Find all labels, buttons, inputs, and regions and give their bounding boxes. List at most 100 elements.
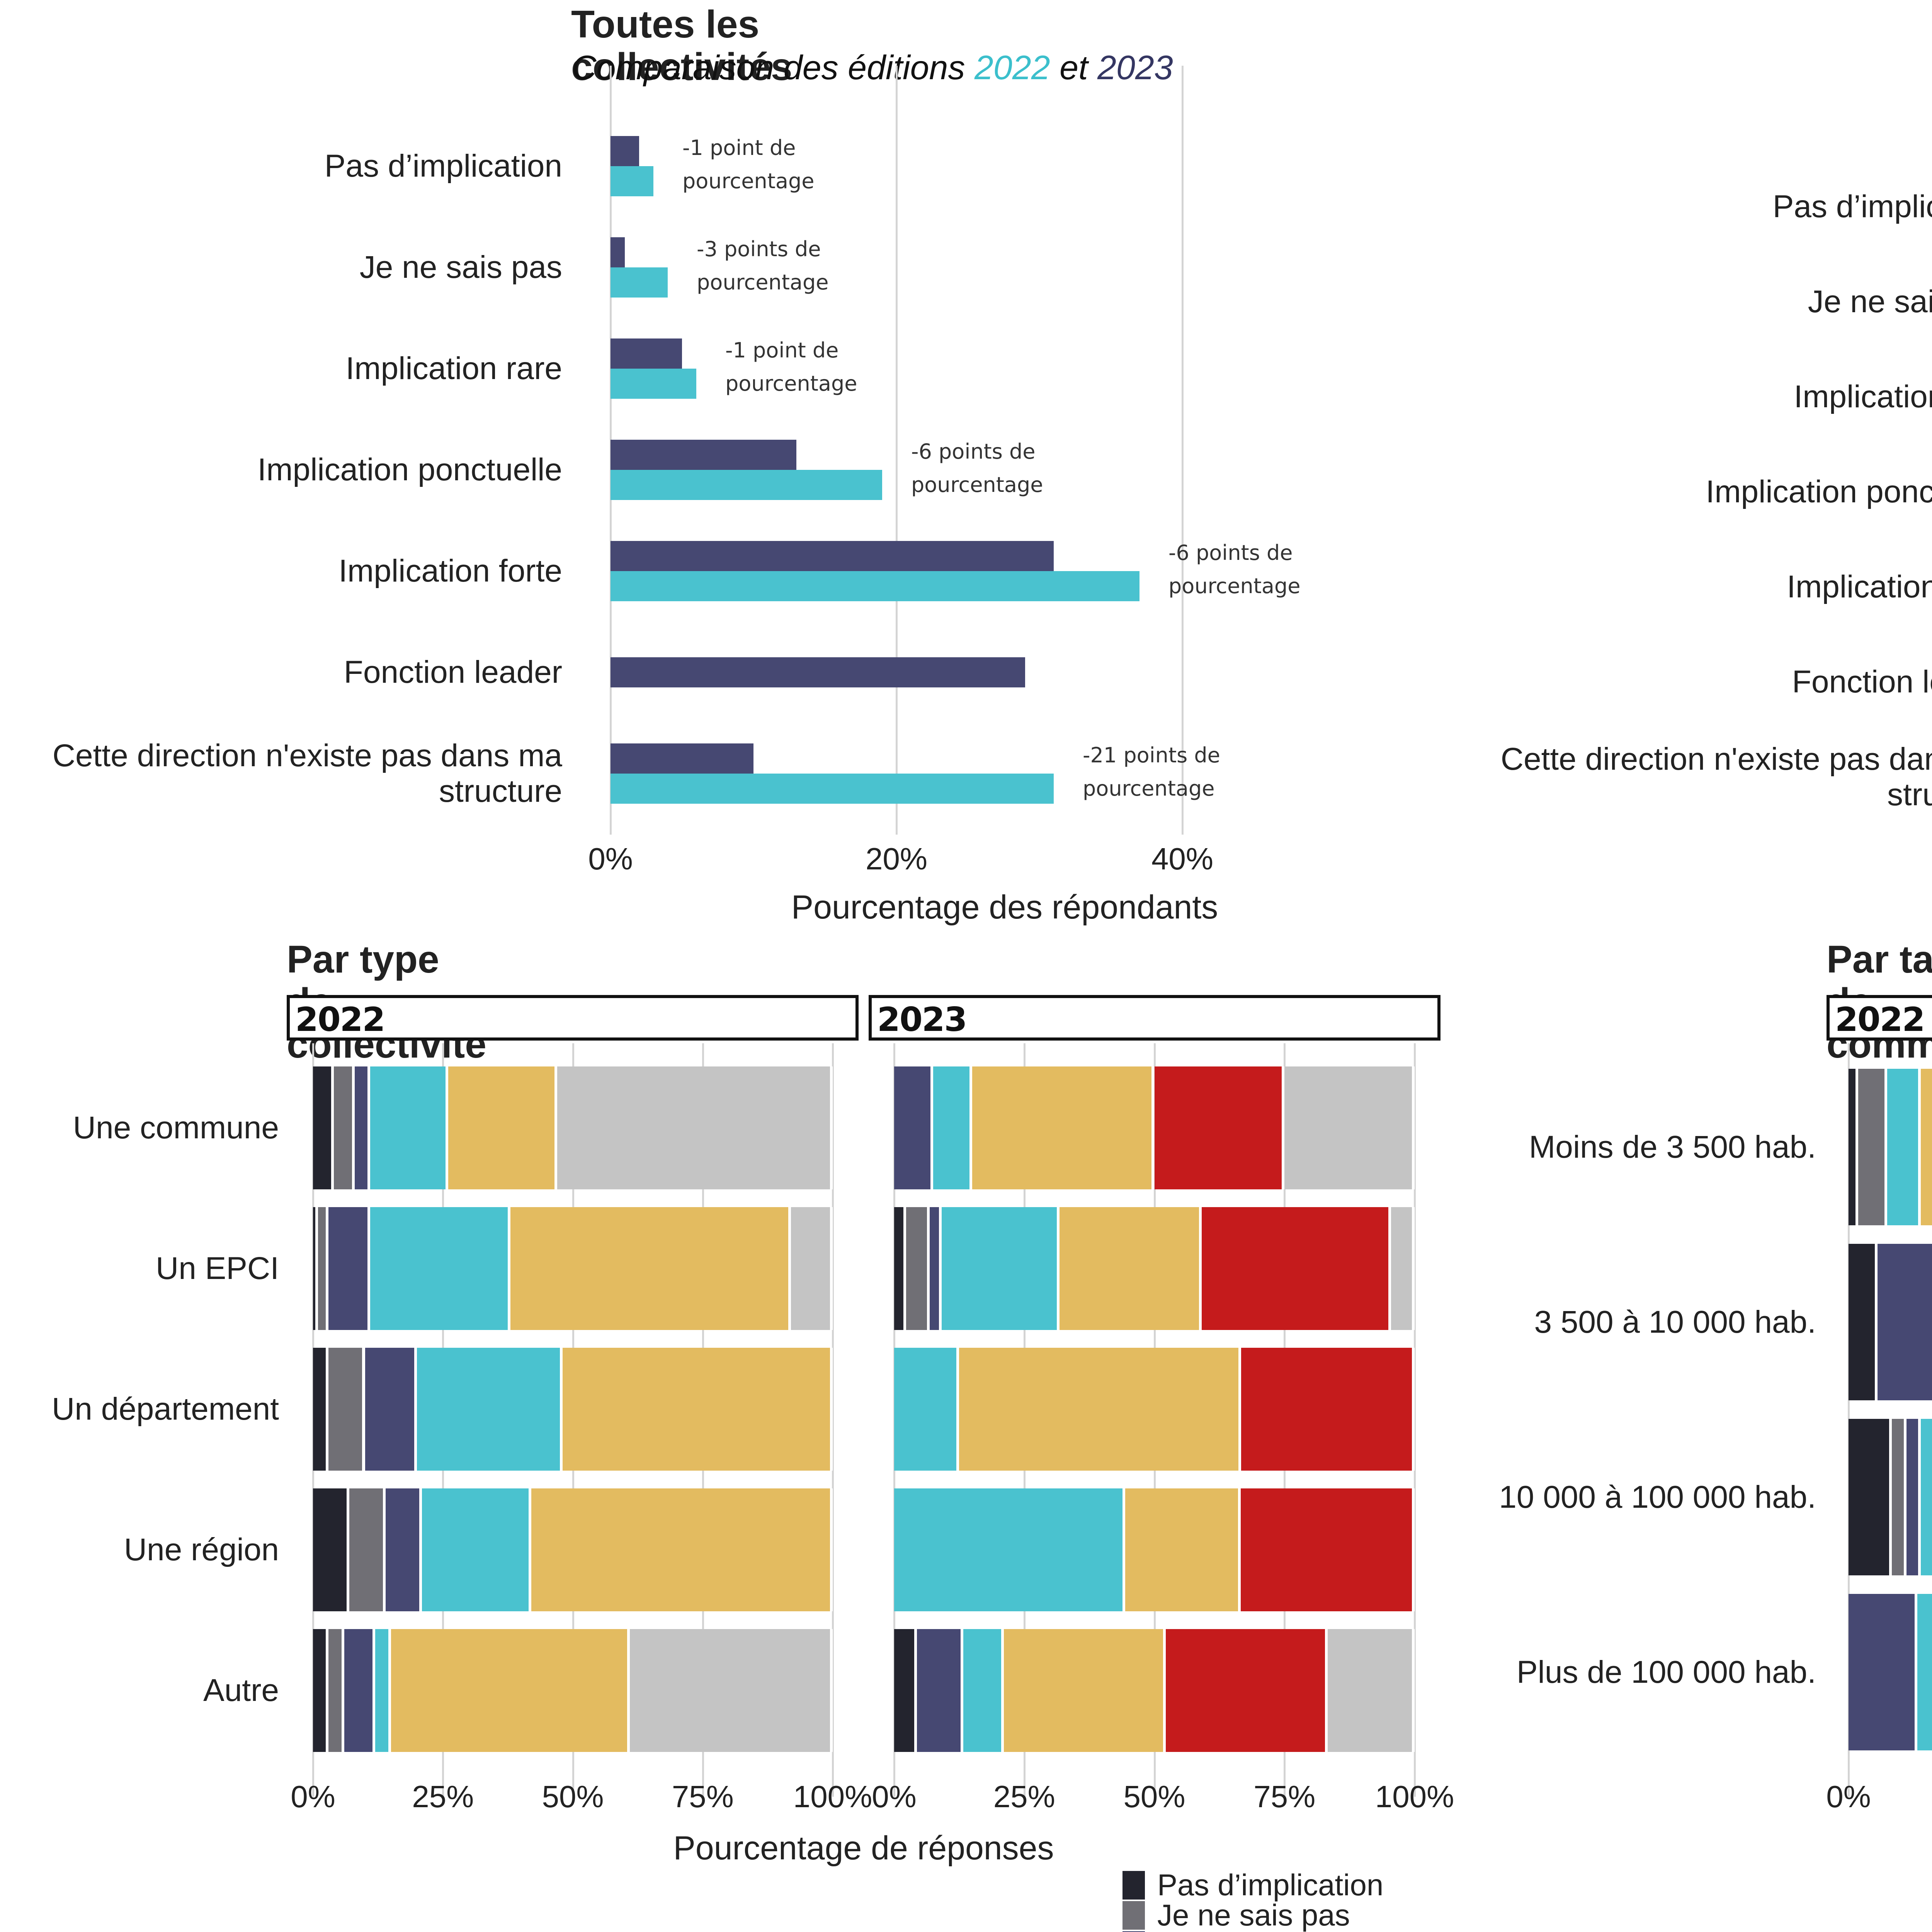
segment-je-ne-sais-pas xyxy=(1892,1419,1906,1575)
segment-implication-forte xyxy=(510,1207,791,1330)
segment-je-ne-sais-pas xyxy=(906,1207,930,1330)
segment-implication-ponctuelle xyxy=(963,1629,1004,1752)
x-tick-label: 0% xyxy=(872,1779,917,1814)
bar-annotation-line-1: -1 point de xyxy=(725,338,839,362)
x-axis-title: Pourcentage des répondants xyxy=(791,889,1218,926)
segment-implication-forte xyxy=(448,1066,558,1189)
y-axis-label: Moins de 3 500 hab. xyxy=(1529,1129,1816,1165)
bar-2023 xyxy=(611,338,682,369)
segment-cette-direction xyxy=(557,1066,833,1189)
segment-implication-forte xyxy=(959,1348,1242,1471)
x-tick-label: 40% xyxy=(1151,842,1214,876)
y-axis-label: Autre xyxy=(203,1673,279,1708)
y-axis-label: 3 500 à 10 000 hab. xyxy=(1534,1304,1816,1340)
segment-implication-forte xyxy=(562,1348,833,1471)
segment-pas-implication xyxy=(1849,1419,1892,1575)
segment-implication-rare xyxy=(917,1629,964,1752)
legend-swatch xyxy=(1122,1901,1145,1930)
facet-label: 2022 xyxy=(1835,1000,1925,1039)
segment-implication-forte xyxy=(1004,1629,1166,1752)
subtitle-prefix: Comparaison des éditions xyxy=(572,48,975,87)
segment-implication-ponctuelle xyxy=(417,1348,563,1471)
x-tick-label: 75% xyxy=(1253,1779,1316,1814)
bar-annotation-line-1: -3 points de xyxy=(697,237,821,261)
bar-annotation-line-2: pourcentage xyxy=(682,169,815,193)
y-axis-label: Je ne sais pas xyxy=(1808,284,1932,319)
bar-annotation-line-1: -21 points de xyxy=(1083,743,1220,767)
bar-2023 xyxy=(611,440,796,470)
y-axis-label: Plus de 100 000 hab. xyxy=(1516,1654,1816,1690)
segment-implication-ponctuelle xyxy=(422,1488,531,1611)
bar-annotation-line-2: pourcentage xyxy=(1083,776,1215,801)
segment-je-ne-sais-pas xyxy=(328,1629,344,1752)
segment-fonction-leader xyxy=(1202,1207,1391,1330)
y-axis-label: Cette direction n'existe pas dans ma str… xyxy=(52,738,562,809)
x-tick-label: 20% xyxy=(865,842,928,876)
segment-implication-rare xyxy=(328,1207,370,1330)
facet-label: 2023 xyxy=(877,1000,967,1039)
bar-2023 xyxy=(611,657,1025,687)
legend-label: Implication rare xyxy=(1157,1928,1363,1932)
y-axis-label: Je ne sais pas xyxy=(359,250,562,285)
x-tick-label: 25% xyxy=(993,1779,1055,1814)
x-tick-label: 100% xyxy=(793,1779,872,1814)
y-axis-label: Implication rare xyxy=(345,351,562,386)
bar-annotation-line-2: pourcentage xyxy=(1168,574,1301,598)
segment-pas-implication xyxy=(1849,1069,1858,1225)
facet-strip-2022: 2022 xyxy=(287,995,859,1041)
segment-implication-forte xyxy=(1921,1069,1932,1225)
bar-2022 xyxy=(611,369,696,399)
bar-2023 xyxy=(611,237,625,267)
segment-implication-rare xyxy=(1849,1594,1918,1750)
segment-cette-direction xyxy=(1328,1629,1415,1752)
y-axis-label: Une commune xyxy=(73,1110,279,1145)
bar-2023 xyxy=(611,743,753,774)
segment-implication-rare xyxy=(1906,1419,1921,1575)
segment-cette-direction xyxy=(630,1629,833,1752)
segment-implication-ponctuelle xyxy=(894,1488,1126,1611)
x-axis-title: Pourcentage de réponses xyxy=(673,1830,1054,1867)
y-axis-label: Un EPCI xyxy=(156,1251,279,1286)
segment-implication-forte xyxy=(531,1488,833,1611)
x-tick-label: 50% xyxy=(1123,1779,1185,1814)
segment-implication-ponctuelle xyxy=(933,1066,973,1189)
segment-implication-forte xyxy=(1060,1207,1202,1330)
gridline xyxy=(832,1043,834,1797)
segment-implication-rare xyxy=(365,1348,417,1471)
bar-2022 xyxy=(611,774,1054,804)
bar-2023 xyxy=(611,541,1054,571)
y-axis-label: Implication forte xyxy=(1787,569,1932,604)
bar-annotation-line-1: -6 points de xyxy=(1168,541,1293,565)
y-axis-label: Pas d’implication xyxy=(1772,189,1932,224)
segment-implication-ponctuelle xyxy=(1887,1069,1921,1225)
segment-implication-forte xyxy=(391,1629,630,1752)
legend-swatch xyxy=(1122,1871,1145,1900)
y-axis-label: Implication ponctuelle xyxy=(257,452,562,487)
segment-implication-rare xyxy=(386,1488,422,1611)
segment-implication-forte xyxy=(1125,1488,1241,1611)
x-tick-label: 50% xyxy=(542,1779,604,1814)
x-tick-label: 100% xyxy=(1375,1779,1454,1814)
segment-pas-implication xyxy=(313,1207,318,1330)
segment-implication-rare xyxy=(1877,1244,1932,1400)
segment-fonction-leader xyxy=(1241,1488,1415,1611)
segment-pas-implication xyxy=(313,1348,329,1471)
y-axis-label: Cette direction n'existe pas dans ma str… xyxy=(1500,742,1932,812)
bar-2022 xyxy=(611,571,1139,601)
bar-2022 xyxy=(611,166,653,196)
segment-pas-implication xyxy=(313,1066,334,1189)
y-axis-label: Implication rare xyxy=(1794,379,1932,414)
x-tick-label: 0% xyxy=(291,1779,335,1814)
segment-je-ne-sais-pas xyxy=(333,1066,355,1189)
segment-implication-rare xyxy=(354,1066,370,1189)
x-tick-label: 75% xyxy=(672,1779,734,1814)
segment-implication-rare xyxy=(929,1207,942,1330)
segment-implication-ponctuelle xyxy=(370,1066,448,1189)
y-axis-label: Implication forte xyxy=(338,553,562,588)
segment-implication-rare xyxy=(894,1066,934,1189)
segment-pas-implication xyxy=(1849,1244,1878,1400)
segment-cette-direction xyxy=(1284,1066,1415,1189)
segment-cette-direction xyxy=(1391,1207,1415,1330)
segment-fonction-leader xyxy=(1154,1066,1285,1189)
segment-je-ne-sais-pas xyxy=(328,1348,365,1471)
